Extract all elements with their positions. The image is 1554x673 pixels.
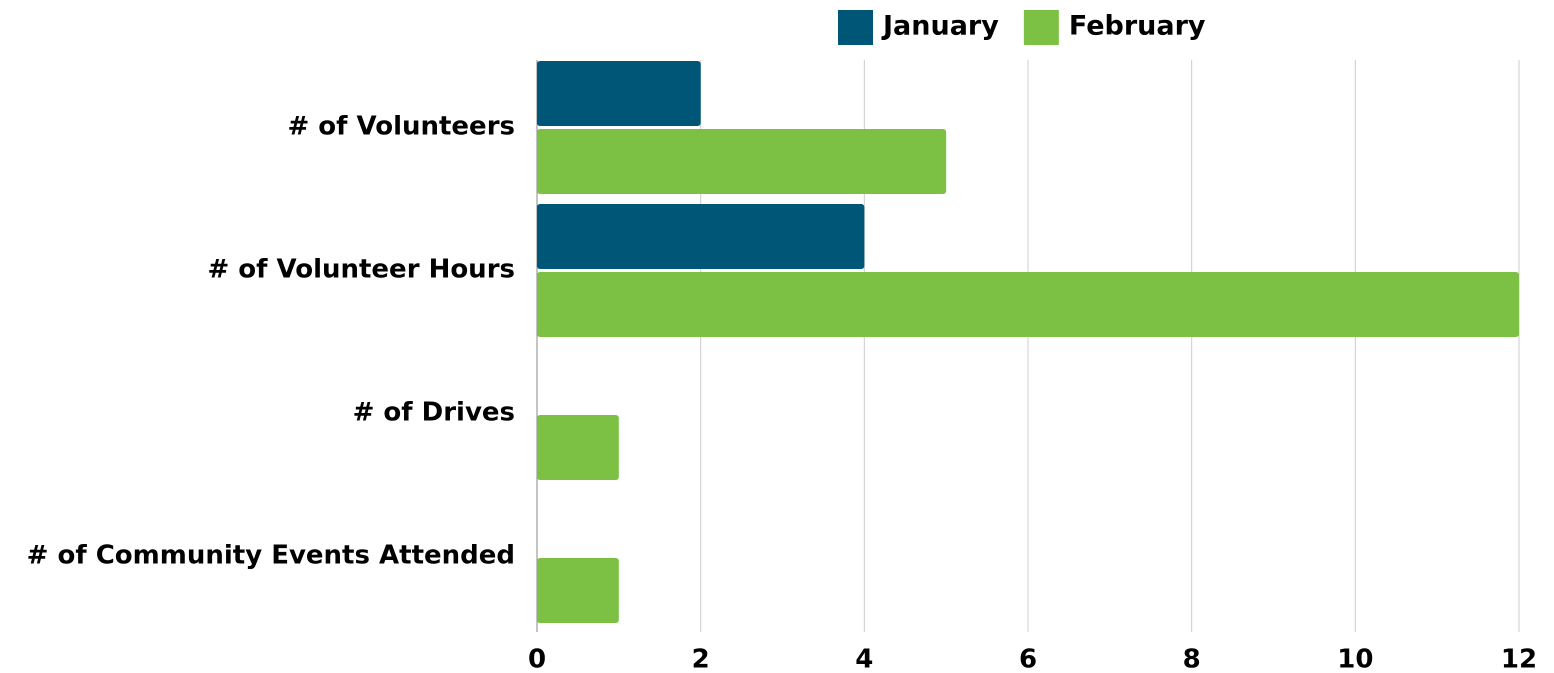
x-tick-label: 10 — [1337, 645, 1373, 673]
bar — [537, 204, 865, 269]
x-tick-label: 6 — [1019, 645, 1037, 673]
category-label: # of Volunteer Hours — [207, 255, 515, 285]
x-tick-label: 12 — [1501, 645, 1537, 673]
category-label: # of Volunteers — [287, 112, 515, 142]
x-tick-label: 0 — [528, 645, 546, 673]
legend-label: January — [881, 11, 999, 42]
x-tick-label: 4 — [855, 645, 873, 673]
bar — [537, 272, 1519, 337]
legend-swatch — [838, 10, 873, 45]
bar — [537, 558, 619, 623]
x-tick-label: 8 — [1183, 645, 1201, 673]
bar — [537, 129, 947, 194]
x-tick-label: 2 — [692, 645, 710, 673]
category-label: # of Drives — [353, 398, 515, 428]
bar — [537, 61, 701, 126]
category-label: # of Community Events Attended — [27, 541, 515, 571]
bar — [537, 415, 619, 480]
legend-label: February — [1069, 11, 1206, 42]
legend-swatch — [1023, 10, 1059, 45]
